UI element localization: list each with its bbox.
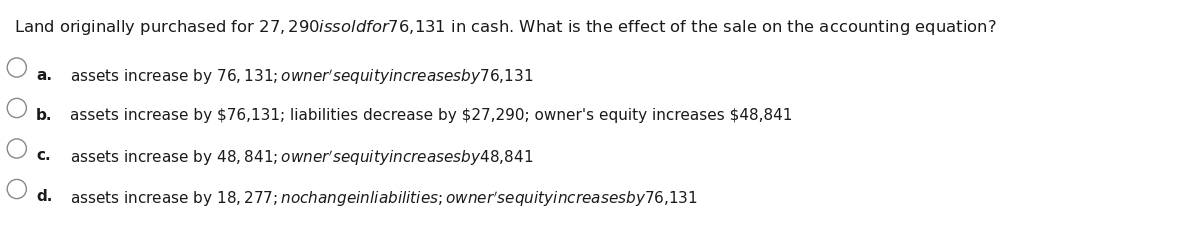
Text: assets increase by $18,277; no change in liabilities; owner's equity increases b: assets increase by $18,277; no change in…	[70, 189, 697, 209]
Text: b.: b.	[36, 108, 53, 123]
Text: a.: a.	[36, 68, 52, 83]
Text: assets increase by $76,131; owner's equity increases by $76,131: assets increase by $76,131; owner's equi…	[70, 68, 533, 87]
Text: Land originally purchased for $27,290 is sold for $76,131 in cash. What is the e: Land originally purchased for $27,290 is…	[14, 18, 997, 37]
Text: assets increase by $76,131; liabilities decrease by $27,290; owner's equity incr: assets increase by $76,131; liabilities …	[70, 108, 792, 123]
Text: d.: d.	[36, 189, 53, 204]
Text: assets increase by $48,841; owner's equity increases by $48,841: assets increase by $48,841; owner's equi…	[70, 148, 533, 168]
Text: c.: c.	[36, 148, 50, 164]
